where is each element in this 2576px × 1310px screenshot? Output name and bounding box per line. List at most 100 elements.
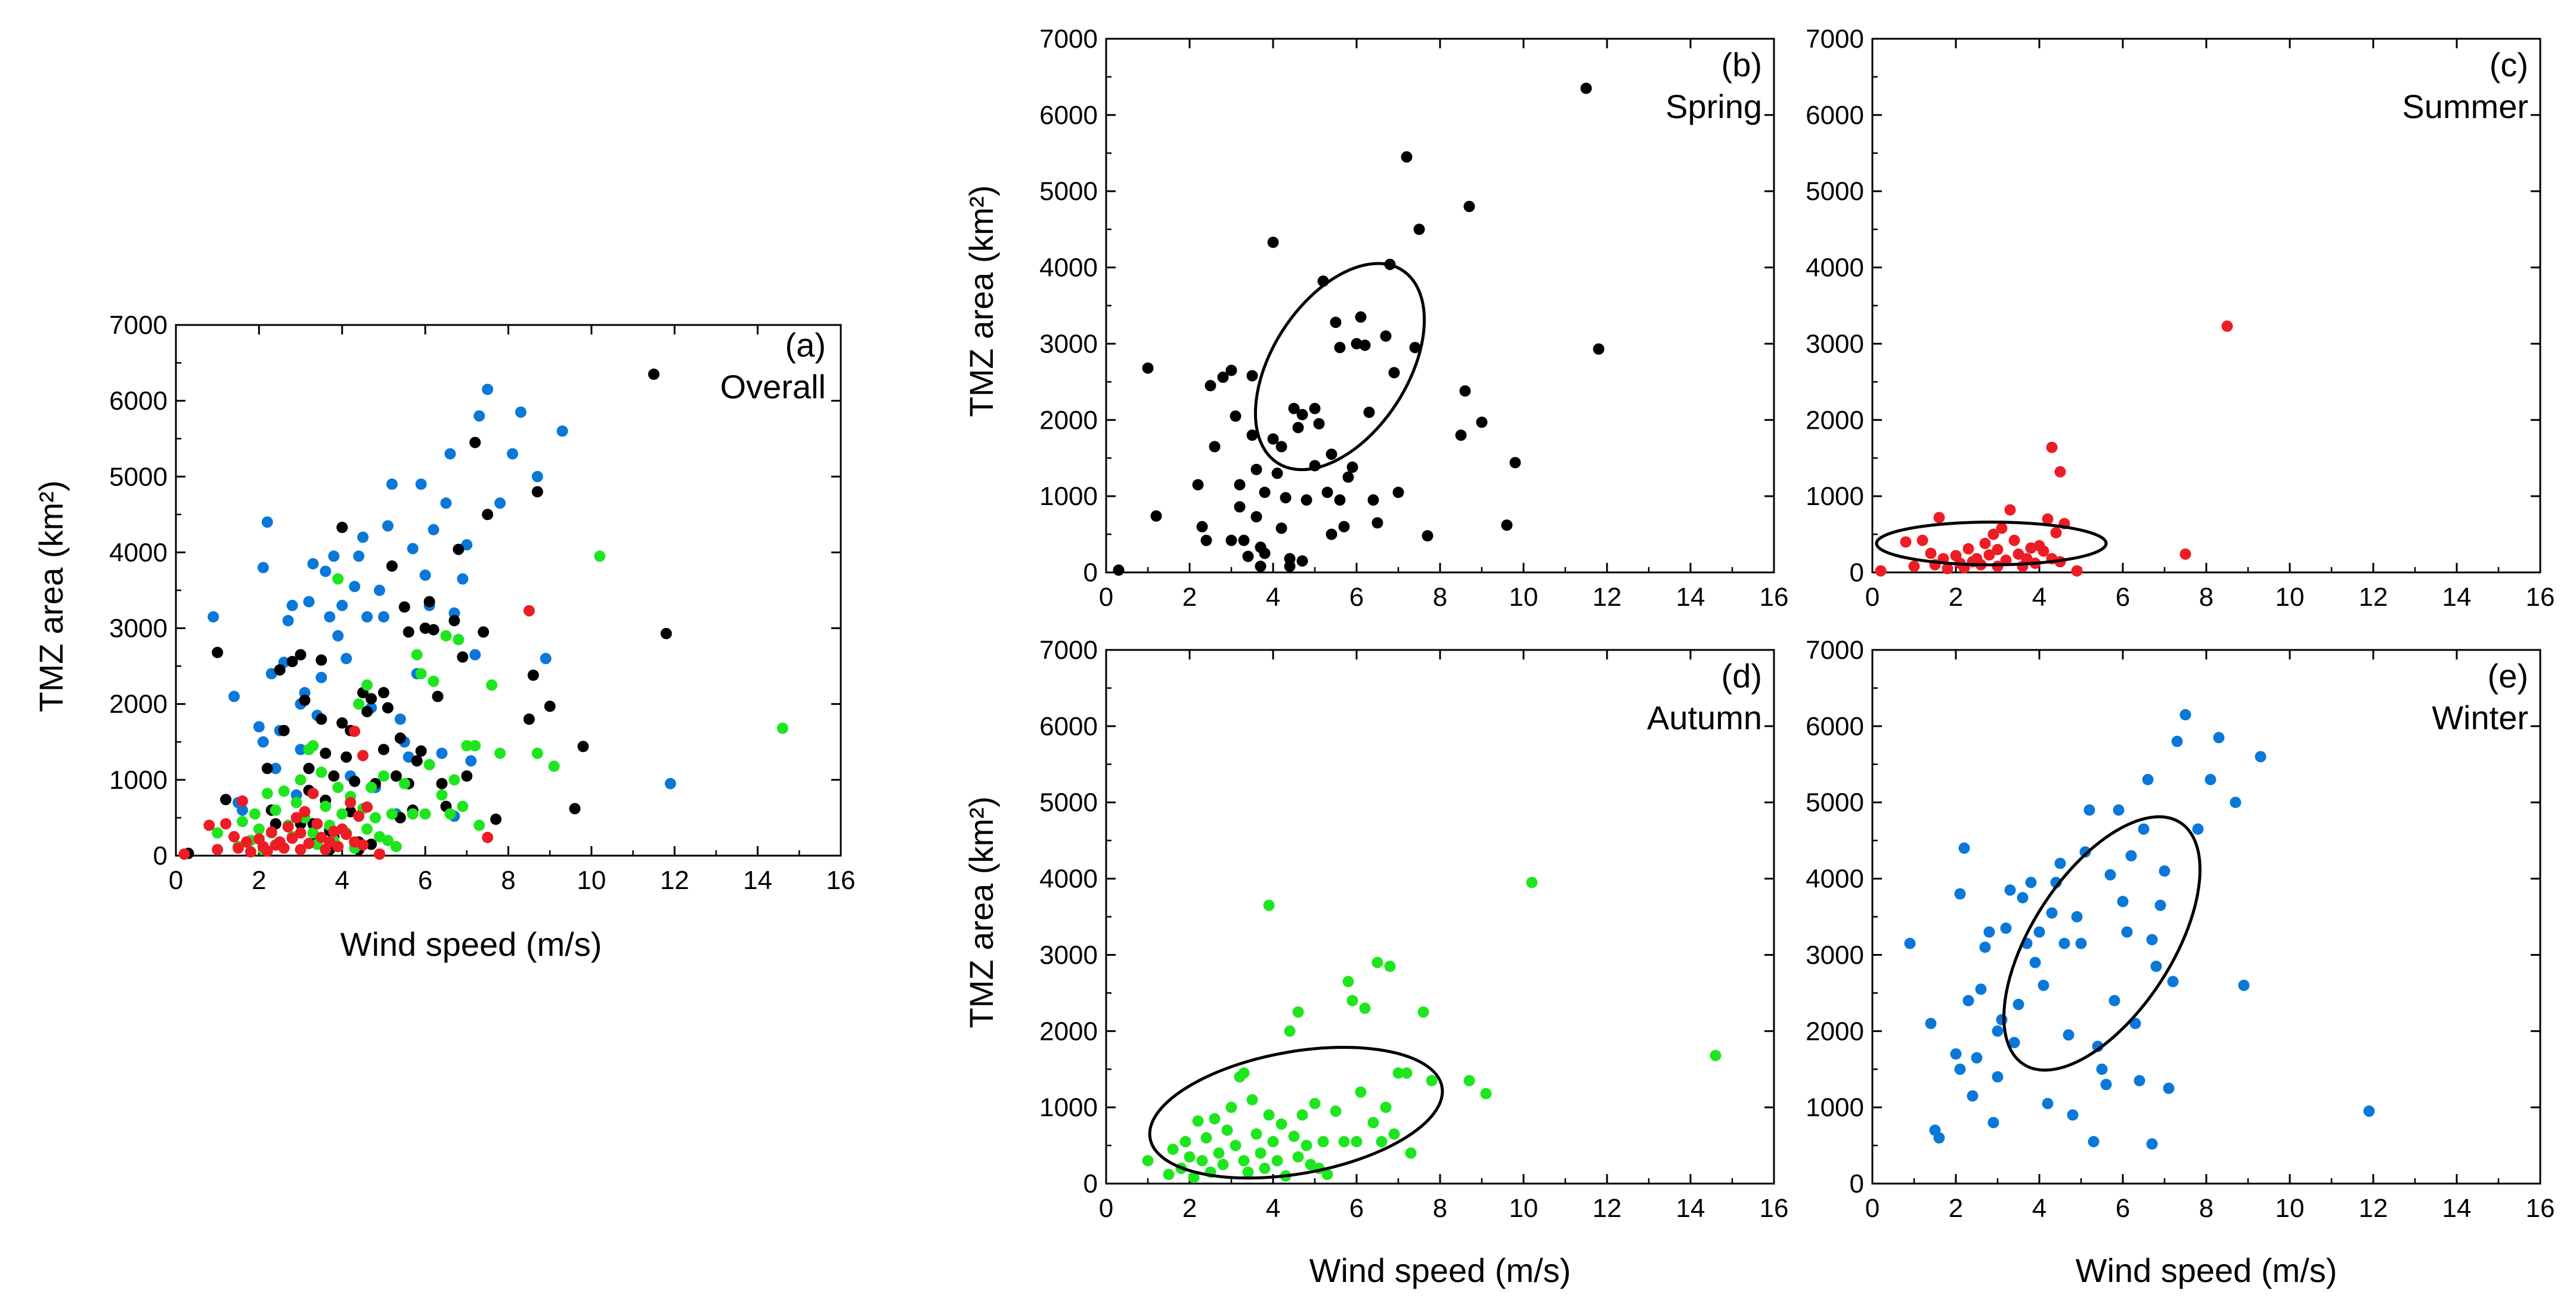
data-point-summer	[1875, 565, 1887, 577]
data-point-summer	[1962, 543, 1974, 555]
x-tick-label: 14	[743, 866, 772, 895]
data-point-spring	[1330, 317, 1342, 329]
plot-area: 0 2 4 6 8 10 12 14 16 0 1000 2000 3000 4000 5000 6000 70…	[109, 311, 855, 895]
data-point-winter	[2017, 892, 2029, 904]
x-tick-label: 8	[2199, 583, 2213, 612]
data-point-summer	[311, 818, 323, 830]
data-point-winter	[2025, 877, 2037, 888]
data-point-winter	[2205, 773, 2216, 785]
data-point-winter	[320, 565, 332, 577]
data-point-spring	[299, 694, 311, 706]
data-point-spring	[295, 649, 306, 661]
data-point-summer	[303, 838, 315, 850]
data-point-winter	[1933, 1132, 1945, 1144]
data-point-winter	[1950, 1048, 1962, 1060]
data-point-summer	[1933, 512, 1945, 524]
x-tick-label: 10	[577, 866, 606, 895]
data-point-winter	[2109, 995, 2120, 1006]
data-point-winter	[2121, 926, 2133, 938]
data-point-spring	[660, 627, 672, 639]
data-point-spring	[411, 755, 423, 767]
x-tick-label: 6	[1349, 583, 1364, 612]
data-point-winter	[2033, 926, 2045, 938]
x-tick-label: 6	[2116, 583, 2130, 612]
data-point-spring	[1267, 236, 1279, 248]
data-point-autumn	[1342, 975, 1354, 987]
x-tick-label: 14	[2442, 1194, 2472, 1223]
y-tick-label: 7000	[1039, 636, 1098, 665]
y-tick-label: 7000	[1039, 24, 1098, 54]
data-point-autumn	[377, 770, 389, 782]
data-point-spring	[1392, 487, 1404, 498]
data-point-spring	[457, 651, 469, 663]
data-point-winter	[1992, 1025, 2004, 1037]
data-point-spring	[461, 770, 473, 782]
data-point-winter	[1992, 1071, 2004, 1083]
data-point-winter	[2054, 857, 2066, 869]
data-point-autumn	[1292, 1151, 1304, 1163]
data-point-autumn	[1188, 1172, 1200, 1184]
data-point-winter	[419, 569, 431, 581]
data-point-spring	[1501, 519, 1513, 531]
data-point-autumn	[1346, 995, 1358, 1006]
data-point-winter	[2192, 823, 2204, 835]
data-point-spring	[320, 747, 332, 759]
data-point-autumn	[390, 841, 402, 853]
x-tick-label: 16	[826, 866, 856, 895]
data-point-autumn	[1255, 1147, 1267, 1159]
data-point-summer	[2054, 466, 2066, 478]
data-point-spring	[286, 656, 298, 668]
x-tick-label: 16	[2526, 1194, 2555, 1223]
y-tick-label: 6000	[1806, 101, 1864, 130]
data-point-winter	[2075, 937, 2087, 949]
data-point-autumn	[1526, 877, 1538, 888]
data-point-spring	[1267, 433, 1279, 445]
data-point-winter	[2088, 1136, 2100, 1148]
data-point-winter	[1954, 888, 1966, 900]
data-point-spring	[1388, 367, 1400, 379]
data-point-spring	[1459, 385, 1471, 397]
data-point-summer	[228, 831, 240, 843]
data-point-summer	[523, 605, 535, 617]
data-point-spring	[274, 664, 286, 676]
data-point-winter	[2159, 865, 2171, 877]
data-point-autumn	[212, 827, 224, 839]
data-point-winter	[2171, 735, 2183, 747]
x-tick-label: 0	[1099, 1194, 1113, 1223]
data-point-autumn	[1330, 1105, 1342, 1117]
data-point-winter	[377, 611, 389, 623]
panel-title: Winter	[2432, 699, 2528, 736]
data-point-winter	[2004, 884, 2016, 896]
data-point-summer	[212, 844, 224, 856]
data-point-autumn	[1284, 1025, 1296, 1037]
y-tick-label: 0	[1850, 558, 1864, 587]
data-point-winter	[2046, 907, 2058, 919]
data-point-spring	[569, 803, 581, 815]
data-point-summer	[307, 788, 319, 800]
data-point-spring	[432, 690, 444, 702]
data-point-autumn	[332, 782, 344, 794]
data-point-summer	[295, 844, 306, 856]
data-point-spring	[1246, 429, 1258, 441]
y-tick-label: 5000	[1039, 177, 1098, 206]
data-point-winter	[2213, 732, 2225, 744]
data-point-winter	[2125, 850, 2137, 862]
data-point-summer	[357, 750, 369, 761]
data-point-spring	[1509, 457, 1521, 469]
data-point-autumn	[1225, 1101, 1237, 1113]
data-point-autumn	[361, 679, 373, 691]
data-point-summer	[357, 839, 369, 851]
x-tick-label: 2	[1949, 1194, 1963, 1223]
data-point-winter	[324, 611, 336, 623]
data-point-autumn	[436, 789, 448, 801]
data-point-spring	[1205, 380, 1216, 392]
data-point-summer	[237, 795, 248, 807]
data-point-autumn	[1242, 1166, 1254, 1178]
x-tick-label: 8	[1433, 583, 1447, 612]
data-point-spring	[482, 509, 494, 521]
data-point-summer	[349, 725, 361, 737]
data-point-winter	[1996, 1014, 2008, 1026]
data-point-spring	[1275, 522, 1287, 534]
plot-area: 0 2 4 6 8 10 12 14 16 0 1000 2000 3000 4000 5000 6000 70…	[1039, 636, 1788, 1223]
data-point-spring	[1371, 517, 1383, 529]
